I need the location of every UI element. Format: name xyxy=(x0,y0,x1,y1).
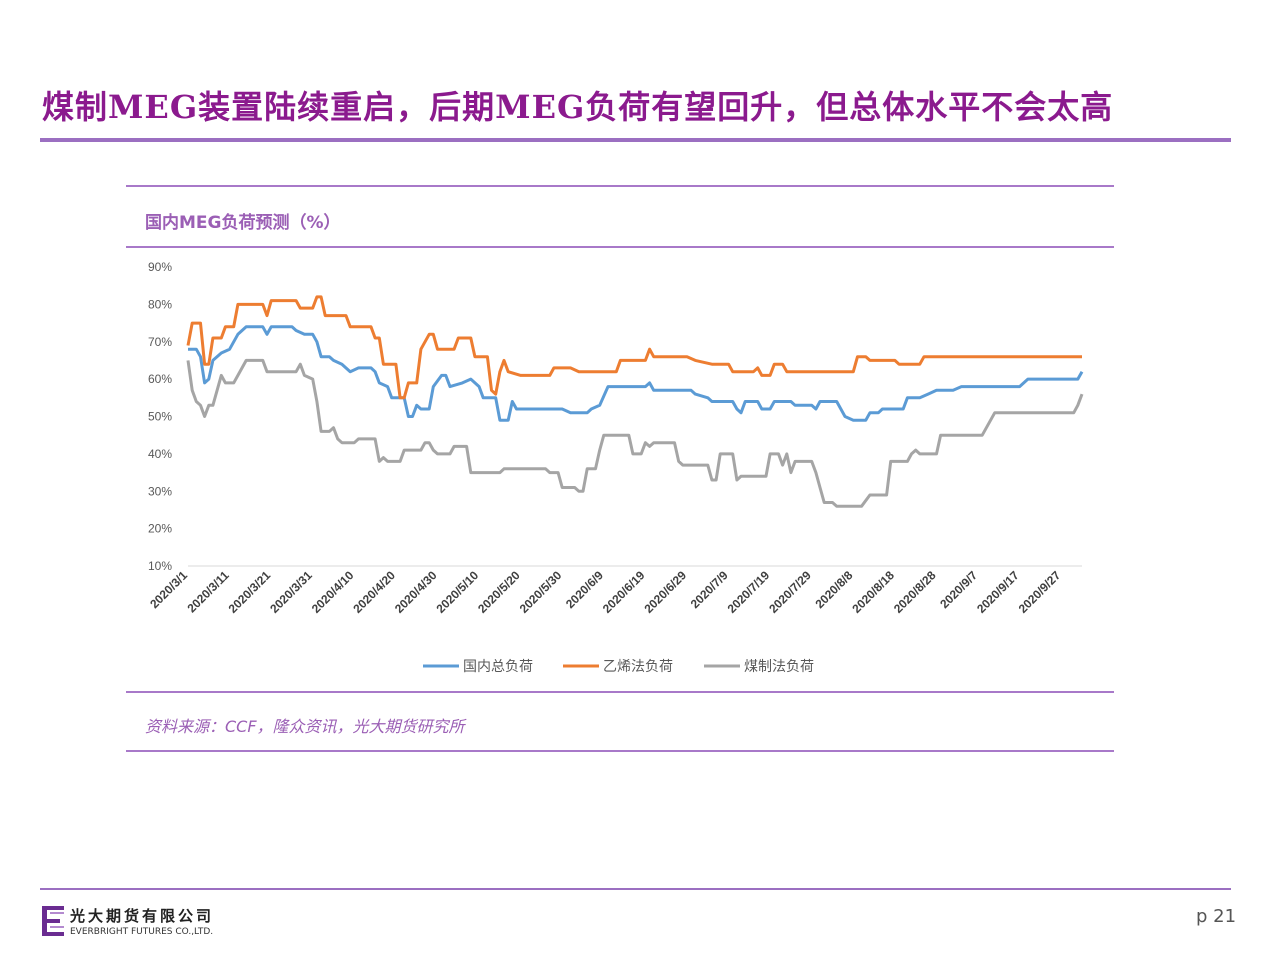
x-tick-label: 2020/9/17 xyxy=(974,568,1022,616)
x-tick-label: 2020/9/27 xyxy=(1016,568,1064,616)
everbright-logo-icon xyxy=(42,906,64,936)
y-tick-label: 80% xyxy=(148,297,172,311)
x-tick-label: 2020/3/31 xyxy=(267,568,315,616)
x-tick-label: 2020/6/19 xyxy=(600,568,648,616)
legend-label: 国内总负荷 xyxy=(463,659,533,675)
page-number: p 21 xyxy=(1196,906,1237,927)
x-tick-label: 2020/8/18 xyxy=(849,568,897,616)
y-tick-label: 70% xyxy=(148,335,172,349)
x-tick-label: 2020/9/7 xyxy=(937,568,980,611)
legend-label: 乙烯法负荷 xyxy=(603,659,673,675)
series-line-3 xyxy=(186,358,1084,508)
x-tick-label: 2020/7/29 xyxy=(766,568,814,616)
legend-label: 煤制法负荷 xyxy=(744,659,814,675)
chart-title: 国内MEG负荷预测（%） xyxy=(145,213,341,233)
y-tick-label: 50% xyxy=(148,410,172,424)
x-tick-label: 2020/6/29 xyxy=(641,568,689,616)
y-tick-label: 30% xyxy=(148,484,172,498)
chart-top-rule xyxy=(126,185,1114,187)
source-note: 资料来源：CCF，隆众资讯，光大期货研究所 xyxy=(145,717,465,736)
x-tick-label: 2020/4/30 xyxy=(392,568,440,616)
x-tick-label: 2020/5/20 xyxy=(475,568,523,616)
x-tick-label: 2020/5/30 xyxy=(517,568,565,616)
y-tick-label: 20% xyxy=(148,522,172,536)
y-tick-label: 40% xyxy=(148,447,172,461)
chart-title-rule xyxy=(126,246,1114,248)
y-tick-label: 10% xyxy=(148,559,172,573)
x-tick-label: 2020/8/8 xyxy=(812,568,855,611)
series-line-2 xyxy=(186,295,1082,400)
slide-title: 煤制MEG装置陆续重启，后期MEG负荷有望回升，但总体水平不会太高 xyxy=(42,88,1114,126)
x-tick-label: 2020/3/1 xyxy=(147,568,190,611)
x-tick-label: 2020/5/10 xyxy=(434,568,482,616)
chart-bottom-rule xyxy=(126,691,1114,693)
meg-load-line-chart: 10%20%30%40%50%60%70%80%90%2020/3/12020/… xyxy=(147,260,1084,675)
x-tick-label: 2020/8/28 xyxy=(891,568,939,616)
y-tick-label: 90% xyxy=(148,260,172,274)
title-underline xyxy=(40,138,1231,142)
series-line-1 xyxy=(188,325,1084,422)
y-tick-label: 60% xyxy=(148,372,172,386)
x-tick-label: 2020/3/11 xyxy=(185,568,232,615)
company-name-en: EVERBRIGHT FUTURES CO.,LTD. xyxy=(70,927,214,937)
x-tick-label: 2020/7/9 xyxy=(688,568,731,611)
x-tick-label: 2020/7/19 xyxy=(725,568,773,616)
footer-rule xyxy=(40,888,1231,890)
x-tick-label: 2020/6/9 xyxy=(563,568,606,611)
x-tick-label: 2020/4/10 xyxy=(309,568,357,616)
company-name-cn: 光大期货有限公司 xyxy=(70,907,215,925)
x-tick-label: 2020/3/21 xyxy=(226,568,274,616)
x-tick-label: 2020/4/20 xyxy=(350,568,398,616)
source-rule xyxy=(126,750,1114,752)
